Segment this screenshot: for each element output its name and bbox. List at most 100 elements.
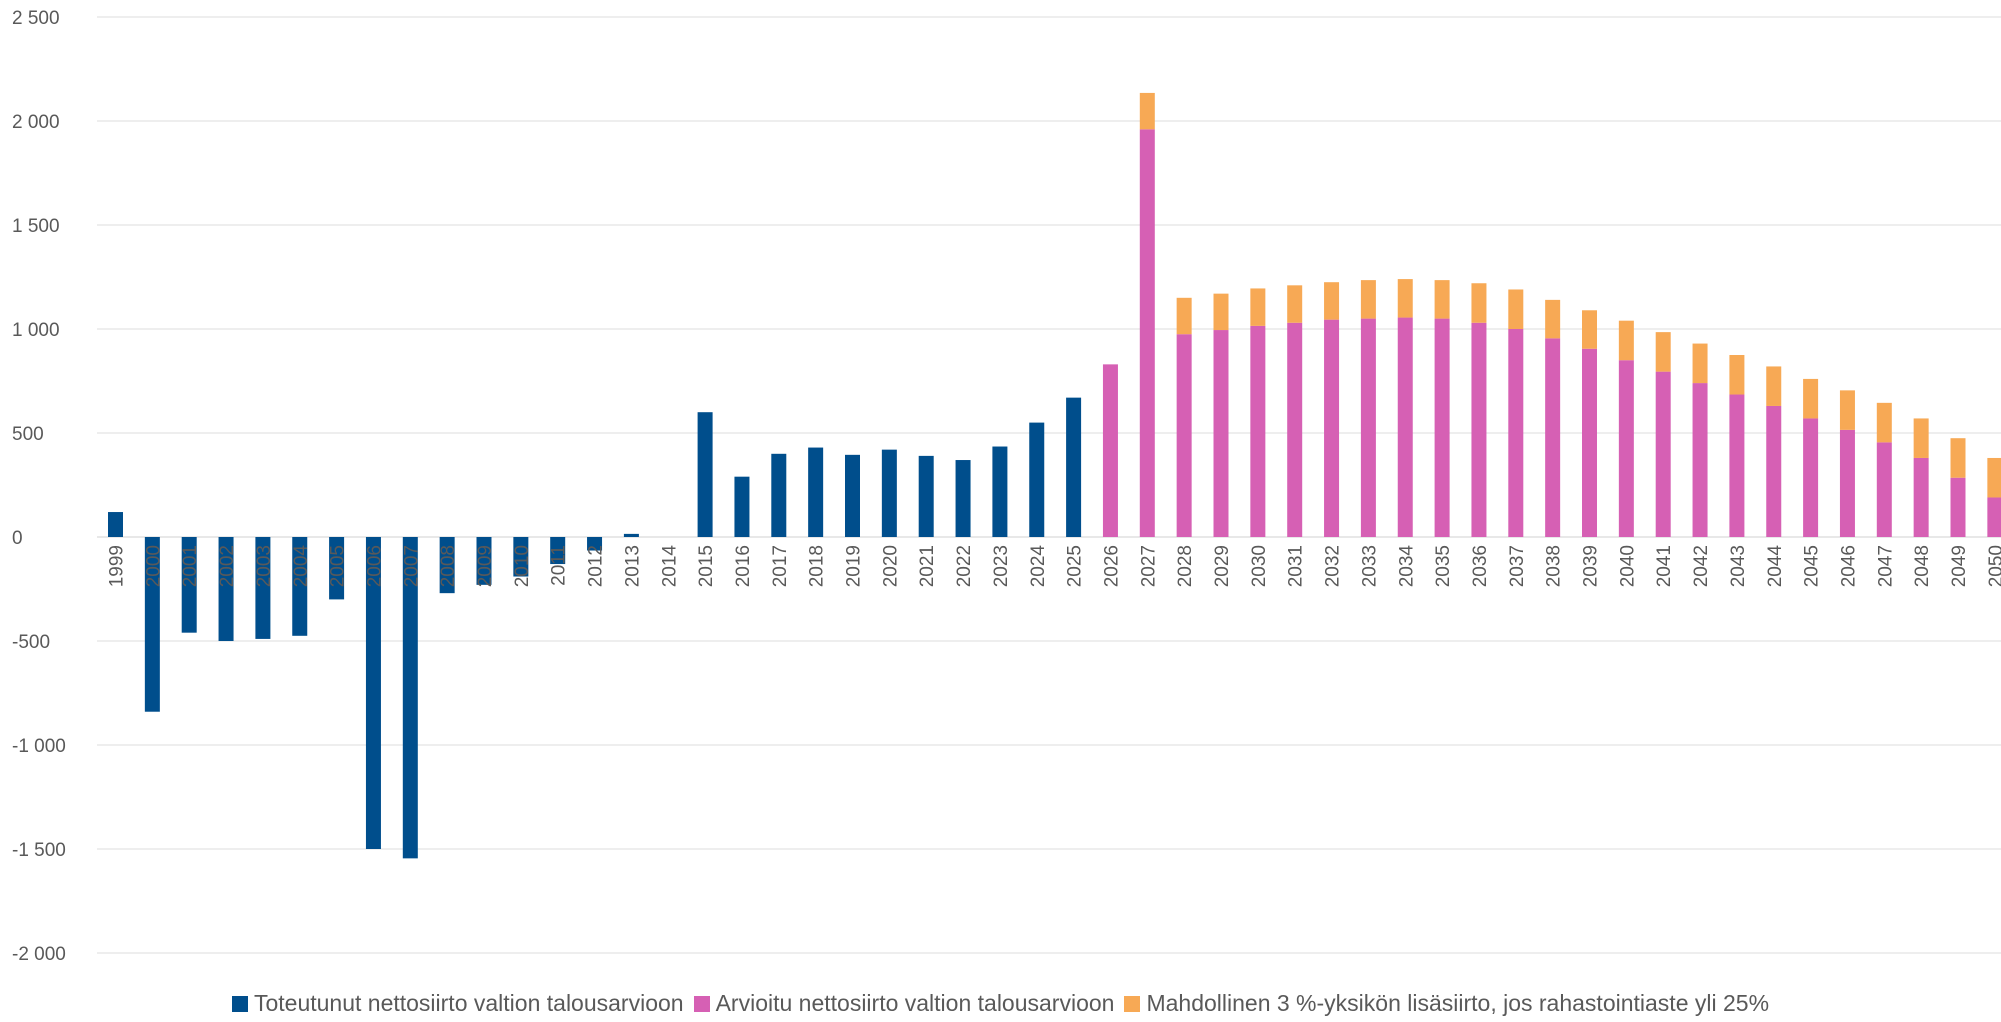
bar-realized-2003 bbox=[255, 537, 271, 639]
bar-additional-2032 bbox=[1324, 282, 1340, 320]
bar-additional-2029 bbox=[1213, 293, 1229, 331]
bar-realized-2007 bbox=[402, 537, 418, 859]
bar-realized-2000 bbox=[144, 537, 160, 712]
bar-estimated-2048 bbox=[1913, 457, 1929, 537]
x-tick-label: 2019 bbox=[844, 545, 865, 587]
bar-estimated-2036 bbox=[1471, 322, 1487, 537]
legend-label-additional: Mahdollinen 3 %-yksikön lisäsiirto, jos … bbox=[1146, 990, 1770, 1016]
y-tick-label: 1 000 bbox=[12, 320, 60, 341]
bar-realized-2020 bbox=[881, 449, 897, 537]
bar-estimated-2047 bbox=[1876, 442, 1892, 537]
x-tick-label: 2023 bbox=[991, 545, 1012, 587]
x-tick-label: 2008 bbox=[438, 545, 459, 587]
bar-realized-2023 bbox=[992, 446, 1008, 537]
bar-estimated-2044 bbox=[1766, 405, 1782, 537]
bar-estimated-2032 bbox=[1324, 319, 1340, 537]
x-tick-label: 2041 bbox=[1654, 545, 1675, 587]
bar-additional-2041 bbox=[1655, 332, 1671, 372]
x-tick-label: 1999 bbox=[107, 545, 128, 587]
x-tick-label: 2036 bbox=[1470, 545, 1491, 587]
bar-additional-2034 bbox=[1397, 279, 1413, 318]
x-tick-label: 2013 bbox=[622, 545, 643, 587]
x-tick-label: 2027 bbox=[1138, 545, 1159, 587]
bar-realized-2021 bbox=[918, 455, 934, 537]
bar-estimated-2043 bbox=[1729, 394, 1745, 537]
bar-realized-2016 bbox=[734, 476, 750, 537]
x-tick-label: 2040 bbox=[1617, 545, 1638, 587]
bar-additional-2036 bbox=[1471, 283, 1487, 323]
x-tick-label: 2049 bbox=[1949, 545, 1970, 587]
x-tick-label: 2034 bbox=[1396, 545, 1417, 588]
x-tick-label: 2028 bbox=[1175, 545, 1196, 587]
legend-item-estimated: Arvioitu nettosiirto valtion talousarvio… bbox=[693, 990, 1114, 1017]
bar-realized-2022 bbox=[955, 460, 971, 537]
bar-estimated-2035 bbox=[1434, 318, 1450, 537]
x-tick-label: 2001 bbox=[180, 545, 201, 587]
bar-realized-2004 bbox=[292, 537, 308, 636]
bar-additional-2031 bbox=[1287, 285, 1303, 323]
x-tick-label: 2006 bbox=[364, 545, 385, 587]
bar-realized-2005 bbox=[329, 537, 345, 600]
bar-estimated-2031 bbox=[1287, 322, 1303, 537]
x-tick-label: 2024 bbox=[1028, 545, 1049, 588]
bar-estimated-2037 bbox=[1508, 329, 1524, 537]
y-tick-label: 2 500 bbox=[12, 8, 60, 29]
x-tick-label: 2046 bbox=[1838, 545, 1859, 587]
x-tick-label: 2010 bbox=[512, 545, 533, 587]
bar-realized-2019 bbox=[845, 454, 860, 537]
x-tick-label: 2038 bbox=[1544, 545, 1565, 587]
bar-estimated-2028 bbox=[1176, 334, 1192, 537]
bar-estimated-2030 bbox=[1250, 325, 1266, 537]
bar-realized-2017 bbox=[771, 453, 787, 537]
x-tick-label: 2012 bbox=[586, 545, 607, 587]
x-tick-label: 2014 bbox=[659, 545, 680, 588]
x-tick-label: 2033 bbox=[1359, 545, 1380, 587]
bar-realized-2025 bbox=[1066, 397, 1082, 537]
bar-additional-2038 bbox=[1545, 299, 1561, 339]
bar-realized-2024 bbox=[1029, 422, 1045, 537]
bar-estimated-2033 bbox=[1360, 318, 1376, 537]
bar-realized-2013 bbox=[623, 533, 639, 537]
legend-item-additional: Mahdollinen 3 %-yksikön lisäsiirto, jos … bbox=[1124, 990, 1769, 1017]
bar-additional-2030 bbox=[1250, 288, 1266, 326]
y-tick-label: 0 bbox=[12, 528, 23, 549]
bar-additional-2037 bbox=[1508, 289, 1524, 329]
gridlines bbox=[97, 16, 2001, 954]
x-tick-label: 2048 bbox=[1912, 545, 1933, 587]
bar-additional-2028 bbox=[1176, 297, 1192, 335]
y-tick-label: 1 500 bbox=[12, 216, 60, 237]
bar-additional-2042 bbox=[1692, 343, 1708, 384]
bar-realized-2001 bbox=[181, 537, 197, 633]
x-tick-label: 2047 bbox=[1875, 545, 1896, 587]
bar-additional-2027 bbox=[1139, 92, 1155, 130]
bar-additional-2033 bbox=[1360, 280, 1376, 319]
bar-estimated-2040 bbox=[1618, 360, 1634, 537]
legend-swatch-realized bbox=[231, 995, 248, 1012]
y-tick-label: -1 500 bbox=[12, 840, 66, 861]
x-tick-label: 2017 bbox=[770, 545, 791, 587]
x-tick-label: 2002 bbox=[217, 545, 238, 587]
x-tick-label: 2045 bbox=[1802, 545, 1823, 587]
y-tick-label: 2 000 bbox=[12, 112, 60, 133]
bar-estimated-2045 bbox=[1803, 418, 1819, 537]
x-tick-label: 2020 bbox=[880, 545, 901, 587]
bar-additional-2049 bbox=[1950, 438, 1966, 478]
x-tick-label: 2005 bbox=[328, 545, 349, 587]
bar-estimated-2050 bbox=[1987, 497, 2001, 537]
x-tick-label: 2042 bbox=[1691, 545, 1712, 587]
x-tick-label: 2030 bbox=[1249, 545, 1270, 587]
bar-realized-2010 bbox=[513, 537, 529, 577]
bar-realized-2006 bbox=[365, 537, 381, 849]
bar-additional-2050 bbox=[1987, 457, 2001, 498]
bar-additional-2043 bbox=[1729, 355, 1745, 395]
y-tick-label: -1 000 bbox=[12, 736, 66, 757]
x-tick-label: 2000 bbox=[143, 545, 164, 587]
bar-realized-2002 bbox=[218, 537, 234, 641]
x-tick-label: 2026 bbox=[1101, 545, 1122, 587]
x-tick-label: 2043 bbox=[1728, 545, 1749, 587]
bar-realized-2009 bbox=[476, 537, 492, 585]
bar-realized-2008 bbox=[439, 537, 455, 594]
bar-additional-2046 bbox=[1839, 390, 1855, 430]
x-tick-label: 2018 bbox=[807, 545, 828, 587]
